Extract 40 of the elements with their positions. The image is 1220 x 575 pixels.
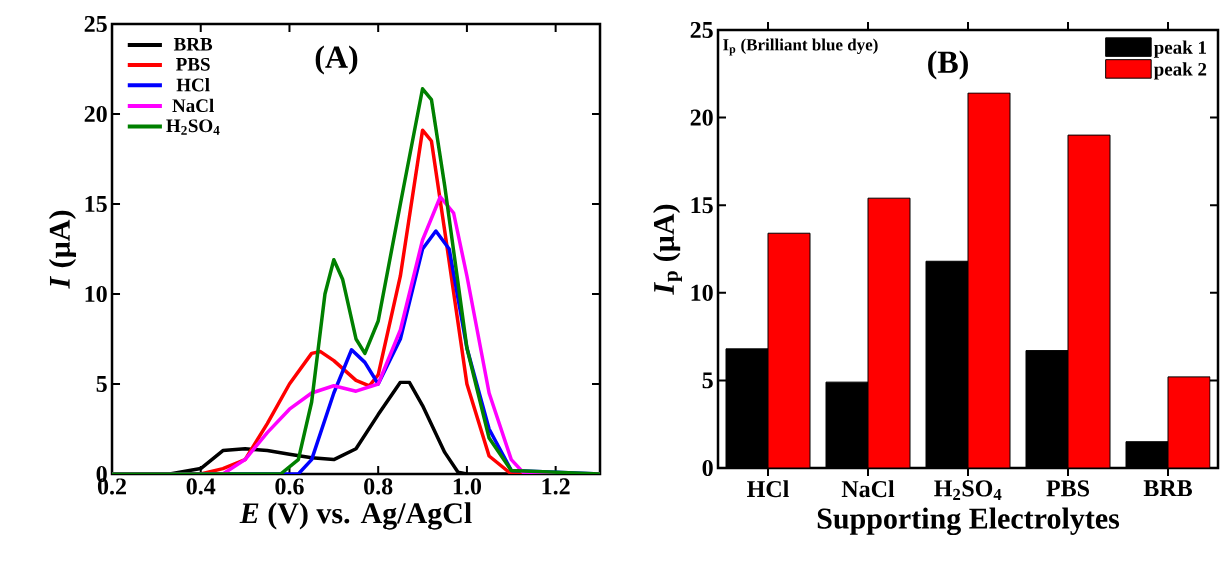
bar [768, 233, 811, 468]
x-tick-label: H$_{2}$SO$_{4}$ [934, 480, 1002, 500]
text: (B) [928, 50, 968, 80]
bar [868, 198, 910, 468]
y-tick-label: 15 [85, 195, 107, 213]
y-tick-label: 20 [84, 105, 107, 123]
x-axis-title: Supporting Electrolytes [817, 507, 1120, 536]
y-tick-label: 25 [690, 21, 713, 39]
legend-label: NaCl [172, 98, 214, 113]
bar [1167, 376, 1211, 468]
x-tick-label: 1.2 [542, 478, 570, 495]
annotation: I$_{p}$ (Brilliant blue dye) [723, 38, 878, 56]
legend-label: peak 2 [1153, 62, 1207, 80]
y-axis-title: I$_{p}$ (µA) [652, 204, 683, 295]
y-tick-label: 0 [702, 459, 713, 477]
x-tick-label: 1.0 [453, 478, 482, 495]
y-tick-label: 10 [85, 285, 107, 303]
text: (A) [315, 45, 358, 75]
x-tick-label: NaCl [841, 480, 895, 498]
x-tick-label: HCl [747, 480, 789, 498]
bar [1068, 135, 1110, 468]
x-tick-label: BRB [1143, 480, 1192, 497]
y-tick-label: 15 [691, 197, 713, 214]
x-axis-title: E (V) vs. Ag/AgCl [239, 502, 472, 530]
x-tick-label: 0.8 [364, 478, 393, 495]
y-tick-label: 5 [96, 376, 107, 392]
legend-label: PBS [176, 57, 210, 71]
legend-label: HCl [176, 78, 210, 92]
y-tick-label: 25 [84, 15, 107, 33]
legend-label: BRB [173, 38, 213, 51]
x-tick-label: 0.6 [275, 478, 304, 495]
legend-label: H$_{2}$SO$_{4}$ [166, 119, 220, 135]
y-tick-label: 20 [690, 109, 713, 126]
x-tick-label: PBS [1046, 480, 1089, 497]
y-axis-title: I (µA) [48, 210, 77, 289]
legend-label: peak 1 [1153, 40, 1206, 58]
x-tick-label: 0.4 [186, 478, 216, 495]
y-tick-label: 10 [691, 284, 713, 301]
y-tick-label: 5 [702, 372, 713, 389]
bar [968, 93, 1010, 468]
